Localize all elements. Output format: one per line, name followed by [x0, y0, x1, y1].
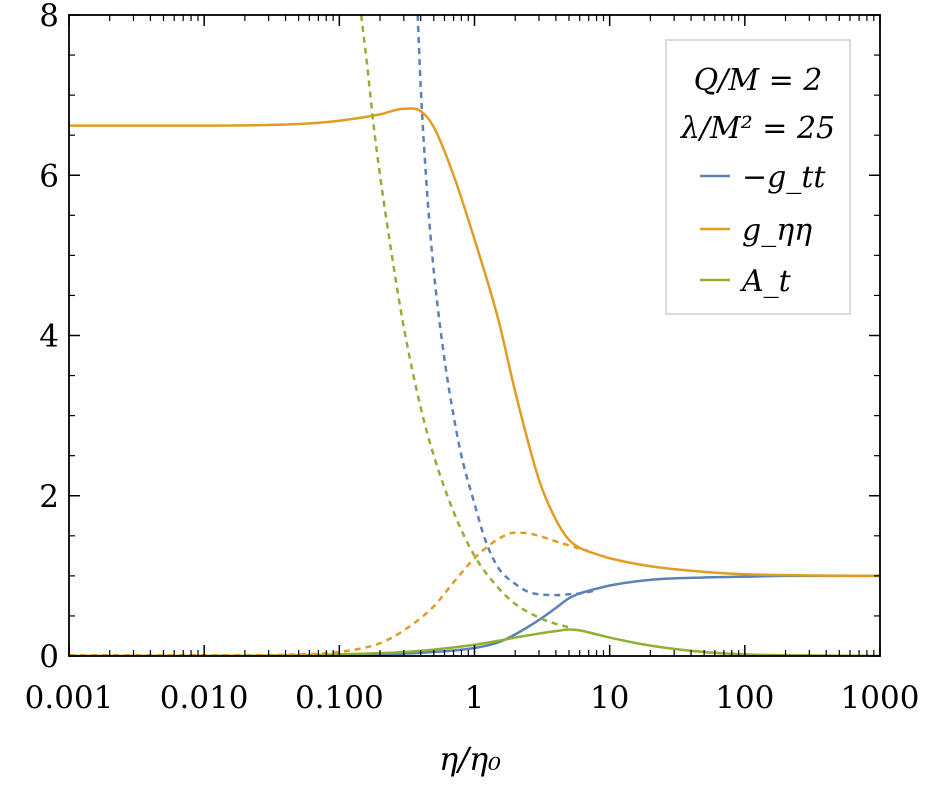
- series-layer: [69, 15, 880, 656]
- x-tick-label-4: 10: [590, 680, 629, 716]
- x-axis-label: η/η₀: [439, 740, 501, 778]
- y-tick-label-0: 0: [39, 639, 59, 675]
- y-tick-label-1: 2: [39, 479, 59, 515]
- x-tick-label-5: 100: [715, 680, 774, 716]
- plot-frame: [68, 14, 881, 657]
- y-tick-label-2: 4: [39, 319, 59, 355]
- series-line-4-dashed: [69, 531, 590, 656]
- x-tick-label-0: 0.001: [25, 680, 114, 716]
- series-line-1-solid: [69, 107, 880, 578]
- x-tick-label-3: 1: [465, 680, 485, 716]
- x-tick-label-6: 1000: [841, 680, 920, 716]
- x-tick-label-1: 0.010: [160, 680, 249, 716]
- legend-label-at: A_t: [739, 264, 792, 299]
- x-tick-label-2: 0.100: [295, 680, 384, 716]
- legend-header-charge: Q/M = 2: [694, 63, 823, 98]
- legend-label-gtt: −g_tt: [742, 160, 826, 195]
- y-tick-label-3: 6: [39, 158, 59, 194]
- legend-header-coupling: λ/M² = 25: [680, 111, 835, 146]
- label-layer: 0.001 0.010 0.100 1 10 100 1000 0 2 4 6 8: [25, 0, 920, 716]
- legend-label-getaeta: g_ηη: [742, 213, 812, 248]
- legend-box: [665, 39, 851, 315]
- series-line-3-dashed: [416, 15, 597, 597]
- legend: Q/M = 2 λ/M² = 25 −g_tt g_ηη A_t: [665, 39, 851, 315]
- y-tick-label-4: 8: [39, 0, 59, 34]
